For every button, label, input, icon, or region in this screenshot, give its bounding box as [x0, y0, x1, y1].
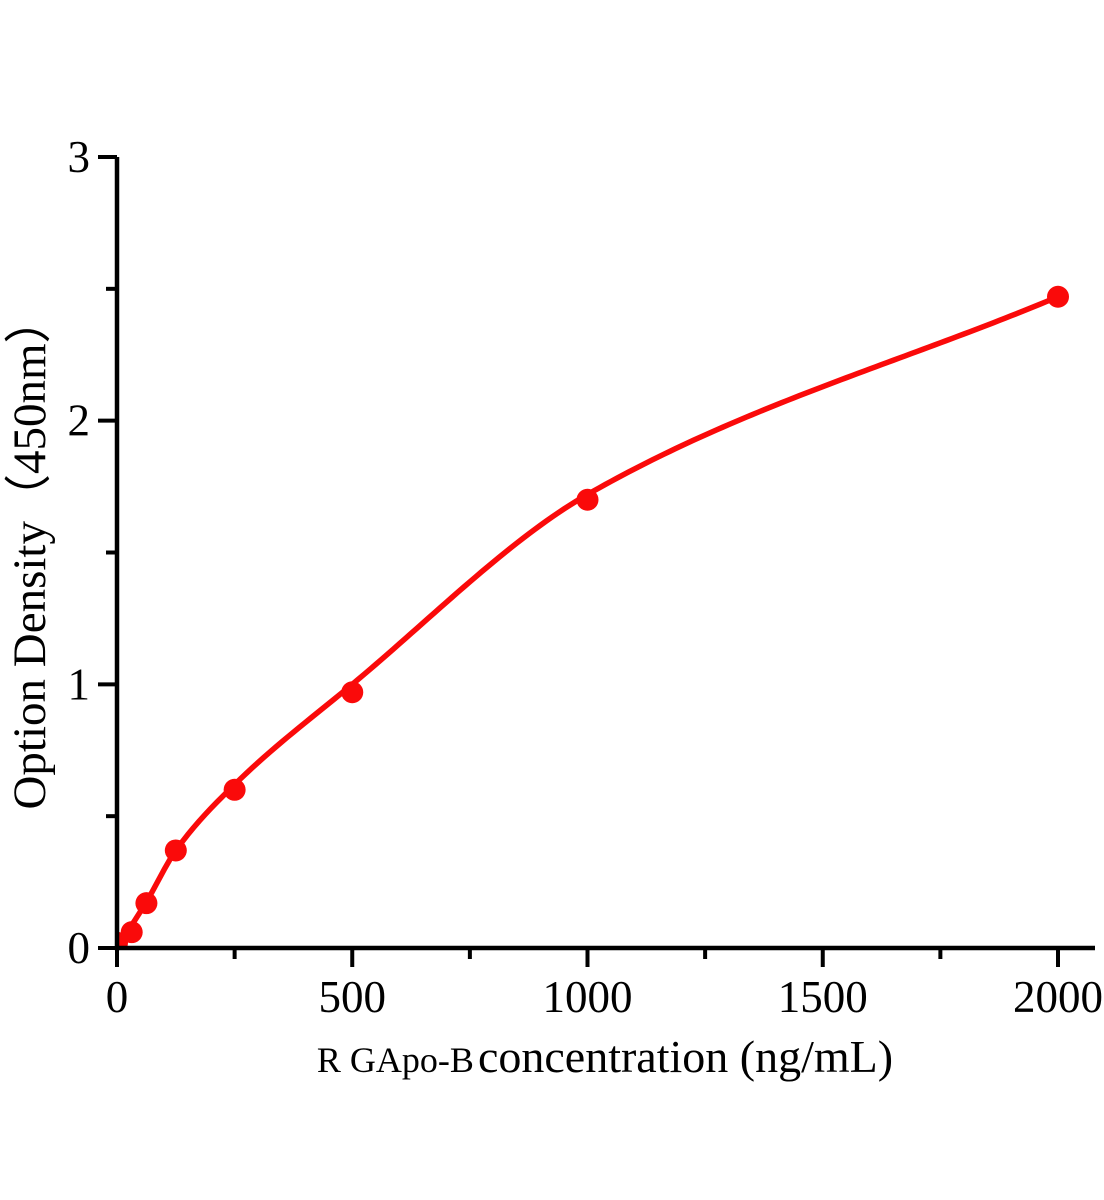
data-point-marker	[576, 488, 599, 511]
data-point-marker	[164, 839, 187, 862]
y-axis-title: Option Density（450nm）	[4, 296, 56, 809]
x-tick-label: 0	[106, 972, 129, 1022]
y-tick-label: 0	[68, 923, 91, 973]
y-tick-label: 1	[68, 659, 91, 709]
y-tick-label: 2	[68, 396, 91, 446]
data-point-marker	[1047, 285, 1069, 308]
data-point-marker	[120, 921, 143, 944]
data-point-marker	[341, 681, 364, 704]
data-point-marker	[223, 778, 246, 801]
x-tick-label: 1000	[543, 972, 633, 1022]
x-tick-label: 1500	[778, 972, 868, 1022]
data-point-marker	[135, 892, 158, 915]
x-axis-title-main: concentration (ng/mL)	[478, 1031, 893, 1082]
x-axis-title: R GApo-B concentration (ng/mL)	[317, 1031, 893, 1082]
x-tick-label: 2000	[1013, 972, 1103, 1022]
axis-layer	[98, 155, 1095, 967]
tick-label-layer: 0 500 1000 1500 2000 0 1 2 3	[68, 132, 1104, 1022]
fitted-curve-line	[117, 293, 1061, 948]
x-axis-title-prefix: R GApo-B	[317, 1040, 474, 1080]
data-layer	[117, 285, 1069, 948]
x-tick-label: 500	[319, 972, 387, 1022]
y-tick-label: 3	[68, 132, 91, 182]
